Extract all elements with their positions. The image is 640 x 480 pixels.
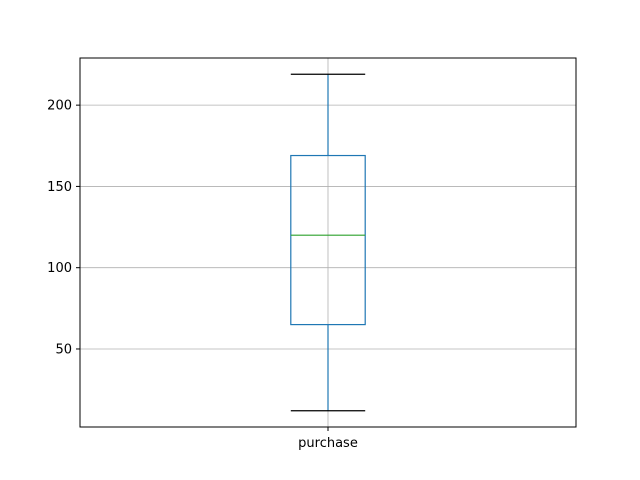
tick-layer: 50 100 150 200 purchase bbox=[47, 99, 358, 451]
iqr-box bbox=[290, 154, 366, 326]
plot-layer bbox=[290, 73, 366, 412]
y-tick-label: 100 bbox=[47, 261, 72, 276]
y-tick-label: 150 bbox=[47, 180, 72, 195]
x-tick-label: purchase bbox=[298, 436, 358, 451]
y-tick-label: 50 bbox=[55, 342, 72, 357]
y-tick-label: 200 bbox=[47, 99, 72, 114]
